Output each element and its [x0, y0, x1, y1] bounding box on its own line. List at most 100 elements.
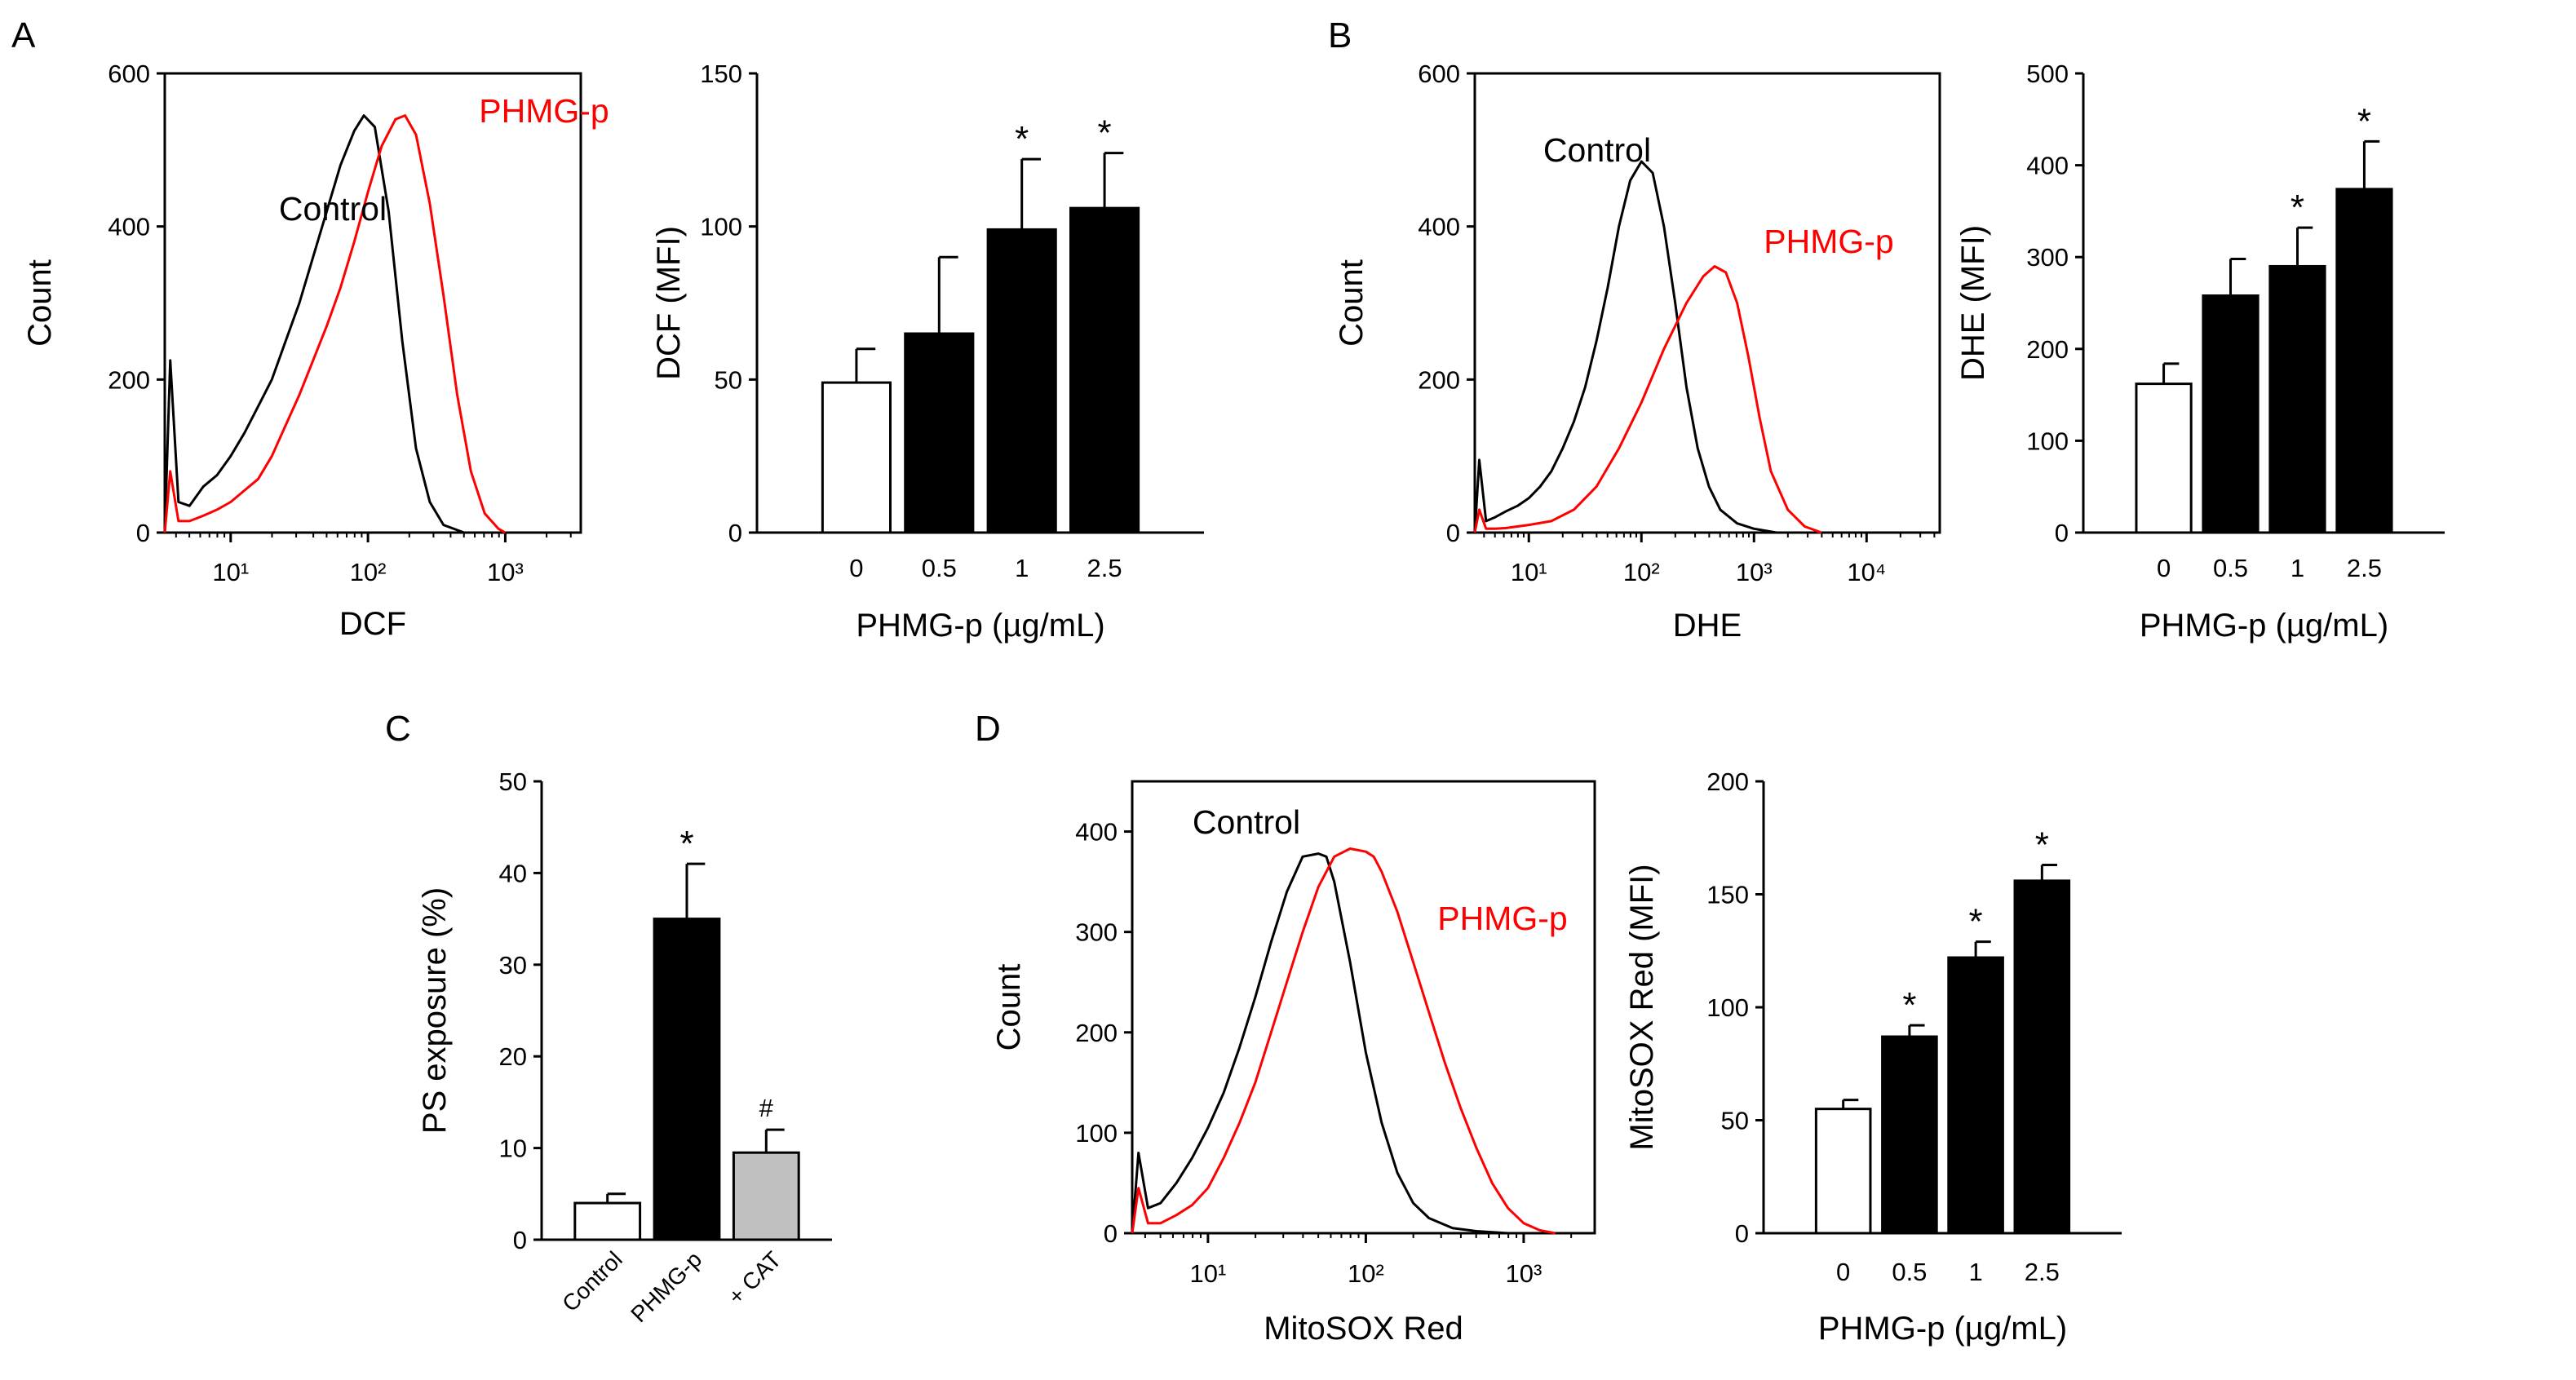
y-tick-label: 200 [1075, 1019, 1118, 1047]
bar [1881, 1035, 1938, 1235]
y-tick-label: 0 [728, 519, 742, 547]
significance-mark: * [679, 824, 693, 864]
panel-letter-b: B [1328, 15, 1352, 55]
chart-b-bar: 0 100 200 300 400 500 DHE (MFI) 0 0.5 * 1 * 2.5 PHMG-… [1955, 60, 2445, 644]
series-line-control [1131, 852, 1508, 1235]
series-annotation: PHMG-p [1764, 223, 1893, 260]
y-tick-label: 600 [1418, 60, 1460, 88]
y-tick-label: 100 [1706, 993, 1749, 1022]
chart-a-hist: 0 200 400 600 Count 10¹ 10² 10³ Control PHMG-p DCF [22, 60, 609, 642]
bar [732, 1151, 800, 1241]
category-label: Control [557, 1246, 627, 1316]
y-tick-label: 400 [108, 213, 150, 241]
chart-c-bar: 0 10 20 30 40 50 PS exposure (%) Control * PHMG-p… [417, 767, 832, 1327]
y-tick-label: 0 [136, 519, 150, 547]
y-axis-label: Count [1334, 259, 1370, 347]
x-axis-label: DCF [339, 606, 406, 642]
x-tick-label: 10⁴ [1847, 558, 1886, 586]
category-label: 0.5 [922, 554, 957, 582]
y-tick-label: 0 [1104, 1219, 1118, 1248]
category-label: 1 [1015, 554, 1029, 582]
x-tick-label: 10³ [1506, 1259, 1543, 1288]
category-label: 0 [2157, 554, 2171, 582]
series-line-phmg-p [1473, 265, 1822, 534]
panel-letter-a: A [11, 15, 36, 55]
bar [2135, 383, 2193, 534]
x-tick-label: 10¹ [212, 558, 249, 586]
category-label: 1 [2291, 554, 2304, 582]
bar [904, 332, 975, 534]
y-tick-label: 50 [1721, 1107, 1749, 1135]
category-label: 2.5 [2347, 554, 2382, 582]
x-axis-label: PHMG-p (µg/mL) [856, 608, 1104, 644]
x-axis-label: DHE [1673, 608, 1742, 644]
category-label: 2.5 [1087, 554, 1122, 582]
series-annotation: Control [1543, 131, 1651, 169]
series-line-phmg-p [163, 114, 507, 534]
y-tick-label: 400 [1075, 818, 1118, 847]
x-tick-label: 10³ [487, 558, 524, 586]
plot-frame [163, 72, 582, 534]
significance-mark: * [1015, 119, 1029, 159]
bar [2013, 879, 2071, 1235]
x-axis-label: PHMG-p (µg/mL) [2140, 608, 2388, 644]
significance-mark: * [2357, 101, 2371, 141]
bar [2268, 264, 2326, 534]
significance-mark: * [1969, 902, 1983, 942]
category-label: + CAT [723, 1246, 786, 1309]
bar [573, 1201, 642, 1241]
y-axis-label: DCF (MFI) [651, 226, 687, 380]
series-annotation: PHMG-p [479, 92, 609, 130]
y-axis-label: Count [22, 259, 58, 347]
plot-frame [1131, 780, 1596, 1235]
x-axis-label: MitoSOX Red [1264, 1311, 1463, 1347]
y-tick-label: 300 [2026, 243, 2069, 272]
series-annotation: PHMG-p [1437, 900, 1567, 937]
y-tick-label: 40 [499, 859, 527, 887]
y-axis-label: MitoSOX Red (MFI) [1624, 864, 1660, 1150]
y-tick-label: 10 [499, 1135, 527, 1163]
x-tick-label: 10² [1623, 558, 1660, 586]
y-tick-label: 200 [1418, 365, 1460, 394]
y-tick-label: 600 [108, 60, 150, 88]
y-tick-label: 0 [1735, 1219, 1749, 1248]
y-tick-label: 30 [499, 951, 527, 980]
bar [653, 918, 721, 1241]
y-tick-label: 400 [1418, 213, 1460, 241]
y-tick-label: 400 [2026, 152, 2069, 180]
y-tick-label: 150 [1706, 881, 1749, 909]
chart-d-bar: 0 50 100 150 200 MitoSOX Red (MFI) 0 * 0.5 * 1 * 2.5… [1624, 767, 2122, 1347]
significance-mark: * [1902, 985, 1916, 1025]
y-tick-label: 0 [513, 1226, 527, 1254]
chart-a-bar: 0 50 100 150 DCF (MFI) 0 0.5 * 1 * 2.5 PHMG-p (µg/m… [651, 60, 1204, 644]
y-tick-label: 100 [700, 213, 742, 241]
series-line-control [1473, 160, 1777, 534]
y-tick-label: 100 [2026, 427, 2069, 455]
x-tick-label: 10¹ [1511, 558, 1547, 586]
y-tick-label: 200 [1706, 767, 1749, 796]
bar [821, 381, 892, 534]
y-tick-label: 50 [499, 767, 527, 796]
y-tick-label: 500 [2026, 60, 2069, 88]
x-axis-label: PHMG-p (µg/mL) [1818, 1311, 2067, 1347]
y-tick-label: 100 [1075, 1119, 1118, 1148]
significance-mark: * [2291, 188, 2304, 228]
x-tick-label: 10² [350, 558, 387, 586]
y-tick-label: 300 [1075, 918, 1118, 947]
significance-mark: * [1098, 113, 1112, 153]
series-annotation: Control [1193, 803, 1300, 841]
panel-letter-d: D [975, 709, 1001, 749]
y-axis-label: Count [991, 964, 1027, 1051]
y-tick-label: 0 [2055, 519, 2069, 547]
category-label: 0.5 [1892, 1258, 1927, 1286]
y-axis-label: PS exposure (%) [417, 887, 453, 1134]
bar [2202, 294, 2260, 534]
series-line-control [163, 114, 465, 534]
plot-frame [1473, 72, 1941, 534]
category-label: 1 [1968, 1258, 1982, 1286]
series-annotation: Control [279, 190, 387, 228]
category-label: 2.5 [2025, 1258, 2060, 1286]
series-line-phmg-p [1131, 847, 1556, 1235]
bar [1947, 956, 2004, 1235]
bar [2335, 188, 2393, 534]
